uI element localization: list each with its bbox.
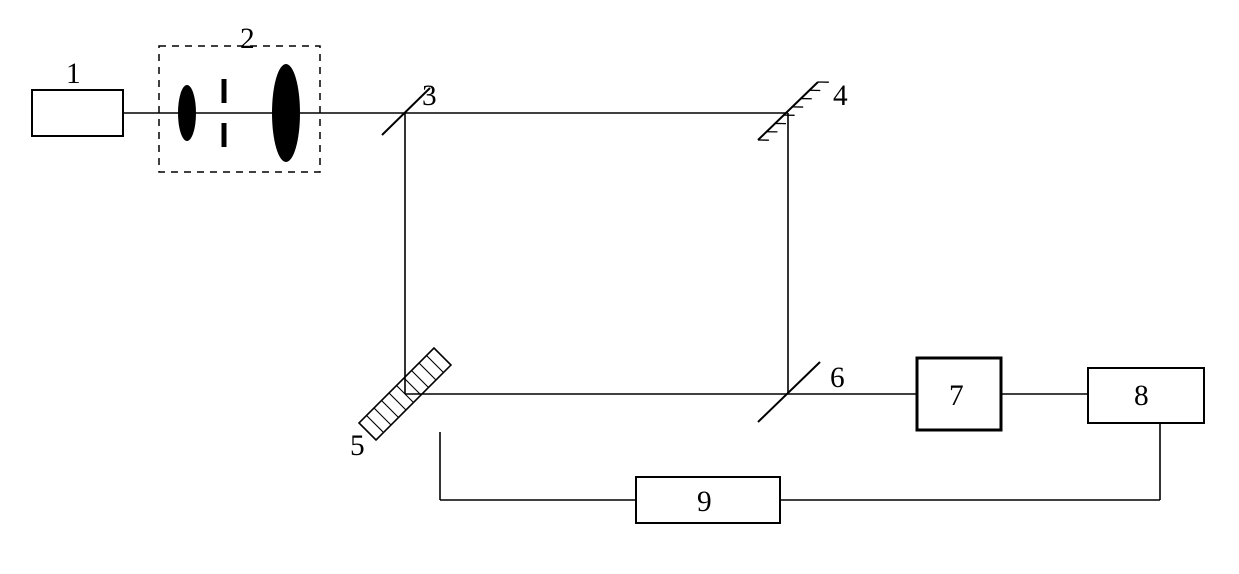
aperture-top [222, 79, 227, 103]
source-box [32, 90, 123, 136]
beamsplitter-6 [758, 362, 820, 422]
aperture-bottom [222, 123, 227, 147]
lens-large [272, 64, 300, 162]
label-6: 6 [830, 362, 845, 395]
label-7: 7 [949, 380, 964, 413]
label-2: 2 [240, 23, 255, 56]
label-9: 9 [697, 486, 712, 519]
label-4: 4 [833, 80, 848, 113]
label-1: 1 [66, 58, 81, 91]
label-8: 8 [1134, 380, 1149, 413]
label-3: 3 [422, 80, 437, 113]
label-5: 5 [350, 430, 365, 463]
lens-small [178, 85, 196, 141]
